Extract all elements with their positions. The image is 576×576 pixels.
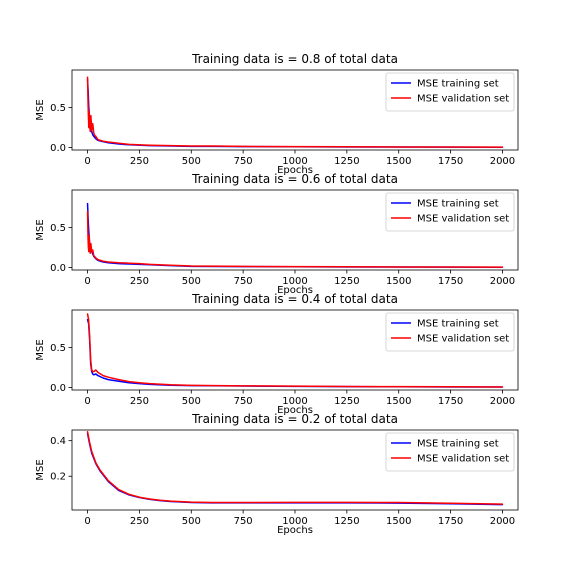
x-tick-label: 1000 [282,516,307,527]
x-tick-label: 500 [182,516,201,527]
x-tick-label: 2000 [490,516,515,527]
x-tick-label: 500 [182,276,201,287]
chart-title: Training data is = 0.2 of total data [191,412,398,426]
y-tick-label: 0.5 [50,223,66,234]
x-axis-label: Epochs [277,165,313,176]
legend: MSE training set MSE validation set [385,312,515,352]
x-axis-label: Epochs [277,525,313,536]
x-tick-label: 1000 [282,276,307,287]
x-tick-label: 1000 [282,156,307,167]
y-tick-label: 0.0 [50,263,66,274]
x-tick-label: 1750 [438,516,463,527]
legend-entry: MSE validation set [417,214,509,225]
x-tick-label: 1250 [334,156,359,167]
legend-box [385,192,515,232]
y-axis-label: MSE [35,339,46,360]
x-tick-label: 1500 [386,396,411,407]
x-tick-label: 750 [234,396,253,407]
x-tick-label: 2000 [490,156,515,167]
series-line-validation [86,313,504,388]
x-tick-label: 0 [84,396,90,407]
x-tick-label: 1750 [438,276,463,287]
x-tick-label: 1250 [334,276,359,287]
x-tick-label: 1250 [334,516,359,527]
legend: MSE training set MSE validation set [385,192,515,232]
subplot-4: 0 250 500 750 1000 1250 1500 1750 2000 0.2 0.4 Trai… [35,412,519,536]
y-tick-label: 0.2 [50,472,66,483]
x-tick-label: 1500 [386,516,411,527]
legend-entry: MSE training set [417,199,499,210]
x-tick-label: 750 [234,156,253,167]
series-line-validation [86,76,504,148]
x-tick-label: 2000 [490,276,515,287]
legend-entry: MSE training set [417,319,499,330]
x-tick-label: 250 [130,516,149,527]
chart-title: Training data is = 0.6 of total data [191,172,398,186]
x-tick-label: 2000 [490,396,515,407]
x-tick-label: 1000 [282,396,307,407]
legend-entry: MSE training set [417,79,499,90]
legend-entry: MSE validation set [417,334,509,345]
chart-title: Training data is = 0.8 of total data [191,52,398,66]
x-tick-label: 750 [234,516,253,527]
y-tick-label: 0.5 [50,343,66,354]
legend: MSE training set MSE validation set [385,432,515,472]
legend-entry: MSE validation set [417,454,509,465]
x-tick-label: 500 [182,396,201,407]
y-axis-label: MSE [35,99,46,120]
x-tick-label: 250 [130,396,149,407]
subplot-2: 0 250 500 750 1000 1250 1500 1750 2000 0.0 0.5 Trai… [35,172,519,296]
x-axis-label: Epochs [277,405,313,416]
x-tick-label: 250 [130,156,149,167]
y-axis-label: MSE [35,459,46,480]
x-tick-label: 250 [130,276,149,287]
x-tick-label: 1500 [386,156,411,167]
legend-box [385,312,515,352]
x-tick-label: 500 [182,156,201,167]
x-tick-label: 1750 [438,156,463,167]
subplot-1: 0 250 500 750 1000 1250 1500 1750 2000 0.0 0.5 Trai… [35,52,519,176]
x-tick-label: 0 [84,156,90,167]
series-line-validation [86,210,504,268]
x-tick-label: 1500 [386,276,411,287]
legend-entry: MSE training set [417,439,499,450]
y-tick-label: 0.0 [50,143,66,154]
legend-box [385,72,515,112]
x-tick-label: 750 [234,276,253,287]
y-tick-label: 0.4 [50,436,66,447]
x-tick-label: 1250 [334,396,359,407]
x-tick-label: 1750 [438,396,463,407]
y-tick-label: 0.5 [50,103,66,114]
legend-box [385,432,515,472]
x-tick-label: 0 [84,516,90,527]
series-line-validation [86,431,504,505]
y-tick-label: 0.0 [50,383,66,394]
y-axis-label: MSE [35,219,46,240]
legend-entry: MSE validation set [417,94,509,105]
chart-title: Training data is = 0.4 of total data [191,292,398,306]
legend: MSE training set MSE validation set [385,72,515,112]
subplot-3: 0 250 500 750 1000 1250 1500 1750 2000 0.0 0.5 Trai… [35,292,519,416]
x-axis-label: Epochs [277,285,313,296]
x-tick-label: 0 [84,276,90,287]
